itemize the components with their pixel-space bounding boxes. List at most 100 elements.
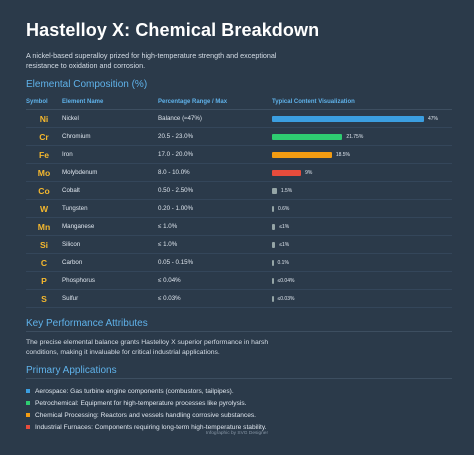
applications-heading: Primary Applications [26,365,452,379]
content-bar-label: ≤0.03% [277,295,295,302]
element-range: 20.5 - 23.0% [158,127,272,146]
table-row: Fe Iron 17.0 - 20.0% 18.5% [26,145,452,164]
element-name: Molybdenum [62,163,158,182]
element-visualization: ≤1% [272,217,452,236]
bullet-square-icon [26,413,30,417]
element-visualization: ≤0.03% [272,289,452,308]
content-bar-label: 0.1% [277,259,289,266]
table-row: Co Cobalt 0.50 - 2.50% 1.5% [26,181,452,200]
element-symbol: C [26,253,62,272]
element-symbol: W [26,199,62,218]
element-visualization: ≤0.04% [272,271,452,290]
page-description: A nickel-based superalloy prized for hig… [26,51,277,70]
element-visualization: 0.1% [272,253,452,272]
content-bar [272,295,274,302]
content-bar-label: 9% [305,169,313,176]
element-range: ≤ 1.0% [158,235,272,254]
application-text: Industrial Furnaces: Components requirin… [35,423,267,431]
content-bar [272,187,277,194]
content-bar [272,277,274,284]
element-range: 8.0 - 10.0% [158,163,272,182]
applications-list: Aerospace: Gas turbine engine components… [26,385,452,433]
content-bar-label: 0.6% [277,205,290,212]
element-symbol: Co [26,181,62,200]
table-row: Si Silicon ≤ 1.0% ≤1% [26,235,452,254]
content-bar [272,241,276,248]
element-symbol: Fe [26,145,62,164]
element-visualization: 18.5% [272,145,452,164]
footer-credit: Infographic by SVG Designer [205,431,269,436]
element-visualization: 0.6% [272,199,452,218]
element-range: 0.05 - 0.15% [158,253,272,272]
content-bar [272,169,302,176]
table-row: Mo Molybdenum 8.0 - 10.0% 9% [26,163,452,182]
element-symbol: Si [26,235,62,254]
column-header-symbol: Symbol [26,94,62,110]
bullet-square-icon [26,401,30,405]
composition-table: Symbol Element Name Percentage Range / M… [26,94,452,308]
element-name: Carbon [62,253,158,272]
table-row: Ni Nickel Balance (≈47%) 47% [26,109,452,128]
bullet-square-icon [26,425,30,429]
element-name: Chromium [62,127,158,146]
element-range: Balance (≈47%) [158,109,272,128]
content-bar-label: ≤0.04% [277,277,295,284]
table-row: S Sulfur ≤ 0.03% ≤0.03% [26,289,452,308]
application-text: Petrochemical: Equipment for high-temper… [35,399,247,407]
element-name: Manganese [62,217,158,236]
element-range: 0.50 - 2.50% [158,181,272,200]
content-bar-label: 47% [428,115,439,122]
table-header-row: Symbol Element Name Percentage Range / M… [26,94,452,110]
element-visualization: 9% [272,163,452,182]
column-header-name: Element Name [62,94,158,110]
element-symbol: Ni [26,109,62,128]
column-header-range: Percentage Range / Max [158,94,272,110]
bullet-square-icon [26,389,30,393]
column-header-visualization: Typical Content Visualization [272,94,452,110]
element-symbol: S [26,289,62,308]
element-name: Tungsten [62,199,158,218]
element-visualization: 1.5% [272,181,452,200]
element-name: Cobalt [62,181,158,200]
element-name: Silicon [62,235,158,254]
content-bar-label: 18.5% [335,151,351,158]
element-visualization: ≤1% [272,235,452,254]
content-bar-label: ≤1% [279,223,290,230]
content-bar-label: 1.5% [280,187,293,194]
element-visualization: 21.75% [272,127,452,146]
table-row: C Carbon 0.05 - 0.15% 0.1% [26,253,452,272]
element-symbol: Mn [26,217,62,236]
list-item: Chemical Processing: Reactors and vessel… [26,409,452,421]
element-range: ≤ 1.0% [158,217,272,236]
element-range: 17.0 - 20.0% [158,145,272,164]
content-bar [272,259,274,266]
table-row: P Phosphorus ≤ 0.04% ≤0.04% [26,271,452,290]
performance-text: The precise elemental balance grants Has… [26,339,269,356]
element-name: Phosphorus [62,271,158,290]
list-item: Petrochemical: Equipment for high-temper… [26,397,452,409]
table-row: W Tungsten 0.20 - 1.00% 0.6% [26,199,452,218]
content-bar [272,205,274,212]
table-row: Mn Manganese ≤ 1.0% ≤1% [26,217,452,236]
table-row: Cr Chromium 20.5 - 23.0% 21.75% [26,127,452,146]
list-item: Industrial Furnaces: Components requirin… [26,421,452,433]
content-bar-label: 21.75% [346,133,364,140]
application-text: Aerospace: Gas turbine engine components… [35,387,234,395]
element-range: 0.20 - 1.00% [158,199,272,218]
element-symbol: Mo [26,163,62,182]
content-bar [272,133,343,140]
element-range: ≤ 0.03% [158,289,272,308]
page-title: Hastelloy X: Chemical Breakdown [26,20,320,40]
element-symbol: Cr [26,127,62,146]
element-range: ≤ 0.04% [158,271,272,290]
application-text: Chemical Processing: Reactors and vessel… [35,411,256,419]
element-name: Sulfur [62,289,158,308]
list-item: Aerospace: Gas turbine engine components… [26,385,452,397]
content-bar [272,223,276,230]
content-bar [272,115,424,122]
element-name: Nickel [62,109,158,128]
element-name: Iron [62,145,158,164]
content-bar-label: ≤1% [279,241,290,248]
composition-heading: Elemental Composition (%) [26,79,148,90]
